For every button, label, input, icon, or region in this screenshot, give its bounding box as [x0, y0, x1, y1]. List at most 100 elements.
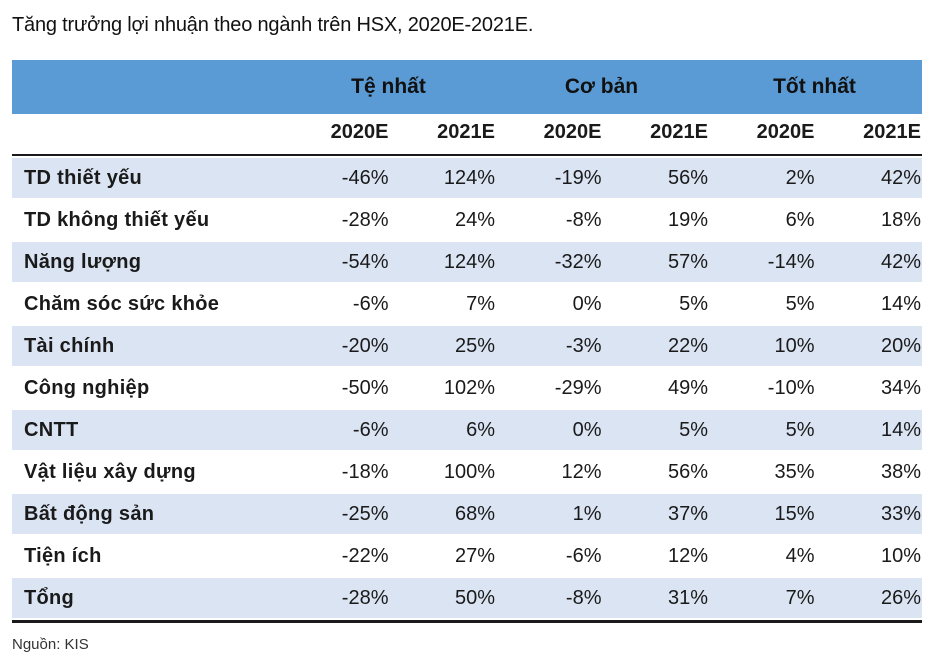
table-cell: -18%	[341, 460, 389, 483]
table-cell: 6%	[785, 208, 815, 231]
table-row: TD không thiết yếu -28% 24% -8% 19% 6% 18%	[12, 200, 922, 240]
table-cell: 7%	[785, 586, 815, 609]
table-cell: 18%	[880, 208, 921, 231]
table-cell: -25%	[341, 502, 389, 525]
row-label: Vật liệu xây dựng	[24, 460, 196, 483]
table-cell: -6%	[565, 544, 602, 567]
table-title: Tăng trưởng lợi nhuận theo ngành trên HS…	[12, 14, 534, 36]
table-row: Tài chính -20% 25% -3% 22% 10% 20%	[12, 326, 922, 366]
table-cell: 12%	[561, 460, 602, 483]
table-cell: 38%	[880, 460, 921, 483]
table-cell: -54%	[341, 250, 389, 273]
table-cell: 19%	[667, 208, 708, 231]
table-cell: -19%	[554, 166, 602, 189]
table-cell: 1%	[572, 502, 602, 525]
table-cell: 2%	[785, 166, 815, 189]
table-cell: -29%	[554, 376, 602, 399]
table-cell: 57%	[667, 250, 708, 273]
table-cell: 68%	[454, 502, 495, 525]
row-label: Bất động sản	[24, 502, 155, 525]
table-row: Bất động sản -25% 68% 1% 37% 15% 33%	[12, 494, 922, 534]
year-header: 2021E	[863, 120, 921, 143]
table-cell: 20%	[880, 334, 921, 357]
table-row: CNTT -6% 6% 0% 5% 5% 14%	[12, 410, 922, 450]
row-label: Năng lượng	[24, 250, 142, 273]
table-cell: 15%	[774, 502, 815, 525]
row-label: TD thiết yếu	[24, 166, 143, 189]
table-row: Năng lượng -54% 124% -32% 57% -14% 42%	[12, 242, 922, 282]
table-cell: 6%	[466, 418, 495, 441]
table-cell: 42%	[880, 166, 921, 189]
scenario-best: Tốt nhất	[773, 75, 856, 98]
table-cell: -20%	[341, 334, 389, 357]
table-cell: 37%	[667, 502, 708, 525]
scenario-base: Cơ bản	[564, 75, 639, 98]
table-cell: 5%	[785, 418, 815, 441]
row-label: Tài chính	[24, 334, 115, 357]
table-cell: 7%	[466, 292, 495, 315]
row-label: Tổng	[24, 586, 75, 609]
table-cell: 12%	[667, 544, 708, 567]
table-cell: 56%	[667, 166, 708, 189]
bottom-rule	[12, 620, 922, 623]
source-note: Nguồn: KIS	[12, 636, 89, 653]
table-cell: 27%	[454, 544, 495, 567]
table-cell: -14%	[767, 250, 815, 273]
table-cell: 56%	[667, 460, 708, 483]
table-cell: -10%	[767, 376, 815, 399]
table-cell: 10%	[880, 544, 921, 567]
table-cell: 5%	[785, 292, 815, 315]
table-cell: -50%	[341, 376, 389, 399]
table-cell: 0%	[572, 418, 602, 441]
year-header: 2020E	[756, 120, 815, 143]
table-cell: 100%	[443, 460, 495, 483]
table-row: Công nghiệp -50% 102% -29% 49% -10% 34%	[12, 368, 922, 408]
table-cell: 24%	[454, 208, 495, 231]
table-cell: 4%	[785, 544, 815, 567]
table-row: Tổng -28% 50% -8% 31% 7% 26%	[12, 578, 922, 618]
table-cell: -22%	[341, 544, 389, 567]
row-label: TD không thiết yếu	[24, 208, 210, 231]
table-cell: -6%	[352, 292, 389, 315]
table-row: TD thiết yếu -46% 124% -19% 56% 2% 42%	[12, 158, 922, 198]
row-label: Công nghiệp	[24, 376, 150, 399]
table-row: Tiện ích -22% 27% -6% 12% 4% 10%	[12, 536, 922, 576]
table-cell: -8%	[565, 586, 602, 609]
scenario-header-row: Tệ nhất Cơ bản Tốt nhất	[12, 60, 922, 114]
table-cell: 14%	[880, 418, 921, 441]
table-cell: -32%	[554, 250, 602, 273]
table-cell: 14%	[880, 292, 921, 315]
year-header-row: 2020E 2021E 2020E 2021E 2020E 2021E	[12, 114, 922, 156]
table-row: Chăm sóc sức khỏe -6% 7% 0% 5% 5% 14%	[12, 284, 922, 324]
table-cell: -28%	[341, 208, 389, 231]
table-body: TD thiết yếu -46% 124% -19% 56% 2% 42% TD không…	[12, 158, 922, 618]
table-cell: 124%	[443, 250, 495, 273]
year-header: 2020E	[330, 120, 389, 143]
scenario-worst: Tệ nhất	[351, 75, 426, 98]
table-cell: 49%	[667, 376, 708, 399]
table-cell: -8%	[565, 208, 602, 231]
table-cell: 5%	[679, 292, 708, 315]
table-cell: 25%	[454, 334, 495, 357]
year-header: 2020E	[543, 120, 602, 143]
row-label: Chăm sóc sức khỏe	[24, 292, 220, 315]
table-cell: 35%	[774, 460, 815, 483]
table-cell: -6%	[352, 418, 389, 441]
table-cell: 22%	[667, 334, 708, 357]
table-cell: 0%	[572, 292, 602, 315]
table-cell: 34%	[880, 376, 921, 399]
table-cell: 50%	[454, 586, 495, 609]
table-cell: 26%	[880, 586, 921, 609]
table-cell: -46%	[341, 166, 389, 189]
table-cell: 124%	[443, 166, 495, 189]
table-cell: -28%	[341, 586, 389, 609]
row-label: CNTT	[24, 418, 79, 441]
year-header: 2021E	[437, 120, 495, 143]
table-cell: 5%	[679, 418, 708, 441]
table-cell: -3%	[565, 334, 602, 357]
profit-growth-table: Tệ nhất Cơ bản Tốt nhất 2020E 2021E 2020…	[12, 60, 922, 623]
year-header: 2021E	[650, 120, 708, 143]
table-cell: 10%	[774, 334, 815, 357]
row-label: Tiện ích	[24, 544, 102, 567]
table-cell: 33%	[880, 502, 921, 525]
